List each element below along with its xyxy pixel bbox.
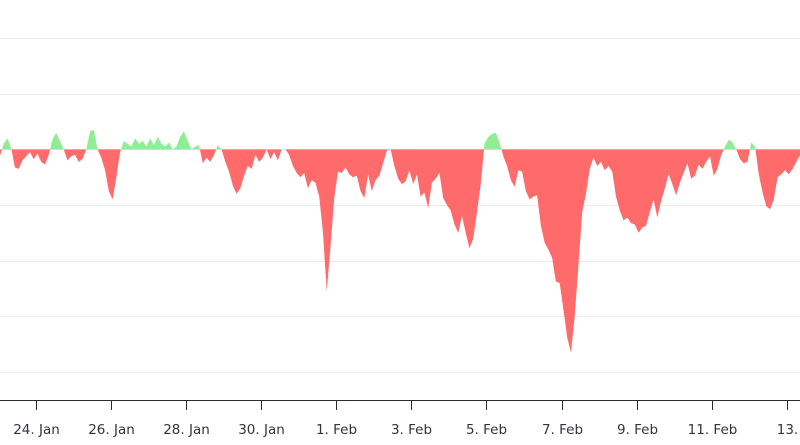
- x-tick-label: 28. Jan: [163, 422, 210, 438]
- x-tick-label: 7. Feb: [542, 422, 583, 438]
- x-tick-label: 13.: [777, 422, 798, 438]
- x-axis-ticks: 24. Jan 26. Jan 28. Jan 30. Jan 1. Feb 3. Feb…: [13, 400, 798, 438]
- x-tick-label: 1. Feb: [316, 422, 357, 438]
- grid-lines: [0, 38, 800, 373]
- x-tick-label: 11. Feb: [688, 422, 738, 438]
- x-tick-label: 24. Jan: [13, 422, 60, 438]
- x-tick-label: 9. Feb: [617, 422, 658, 438]
- x-tick-label: 30. Jan: [238, 422, 285, 438]
- x-tick-label: 26. Jan: [88, 422, 135, 438]
- x-tick-label: 5. Feb: [466, 422, 507, 438]
- plot-area: [0, 129, 800, 353]
- x-tick-label: 3. Feb: [391, 422, 432, 438]
- negative-area: [0, 149, 800, 353]
